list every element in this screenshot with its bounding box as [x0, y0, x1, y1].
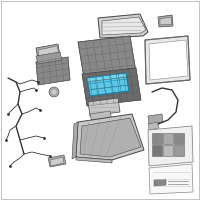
- Polygon shape: [160, 17, 172, 25]
- Polygon shape: [90, 111, 112, 123]
- Polygon shape: [87, 73, 126, 82]
- Polygon shape: [88, 98, 120, 116]
- Polygon shape: [148, 114, 163, 124]
- Polygon shape: [145, 36, 190, 84]
- Circle shape: [49, 87, 59, 97]
- Polygon shape: [102, 17, 146, 35]
- Polygon shape: [50, 157, 64, 166]
- Polygon shape: [38, 46, 59, 58]
- Polygon shape: [80, 118, 141, 157]
- Polygon shape: [152, 145, 162, 156]
- Polygon shape: [87, 73, 129, 96]
- Polygon shape: [174, 145, 184, 156]
- Polygon shape: [36, 44, 60, 60]
- Polygon shape: [158, 15, 173, 27]
- Polygon shape: [76, 157, 112, 163]
- Polygon shape: [149, 40, 188, 80]
- Polygon shape: [82, 68, 141, 106]
- Polygon shape: [174, 133, 184, 144]
- Polygon shape: [48, 155, 66, 167]
- Polygon shape: [76, 114, 144, 160]
- Polygon shape: [163, 133, 173, 144]
- Polygon shape: [98, 14, 148, 38]
- Polygon shape: [149, 164, 193, 194]
- Polygon shape: [36, 57, 70, 85]
- Polygon shape: [152, 133, 162, 144]
- Circle shape: [51, 89, 57, 95]
- Polygon shape: [148, 122, 159, 130]
- Polygon shape: [36, 52, 62, 64]
- Polygon shape: [78, 36, 136, 78]
- Polygon shape: [163, 145, 173, 156]
- Polygon shape: [154, 179, 166, 186]
- Polygon shape: [148, 126, 193, 166]
- Polygon shape: [72, 122, 78, 159]
